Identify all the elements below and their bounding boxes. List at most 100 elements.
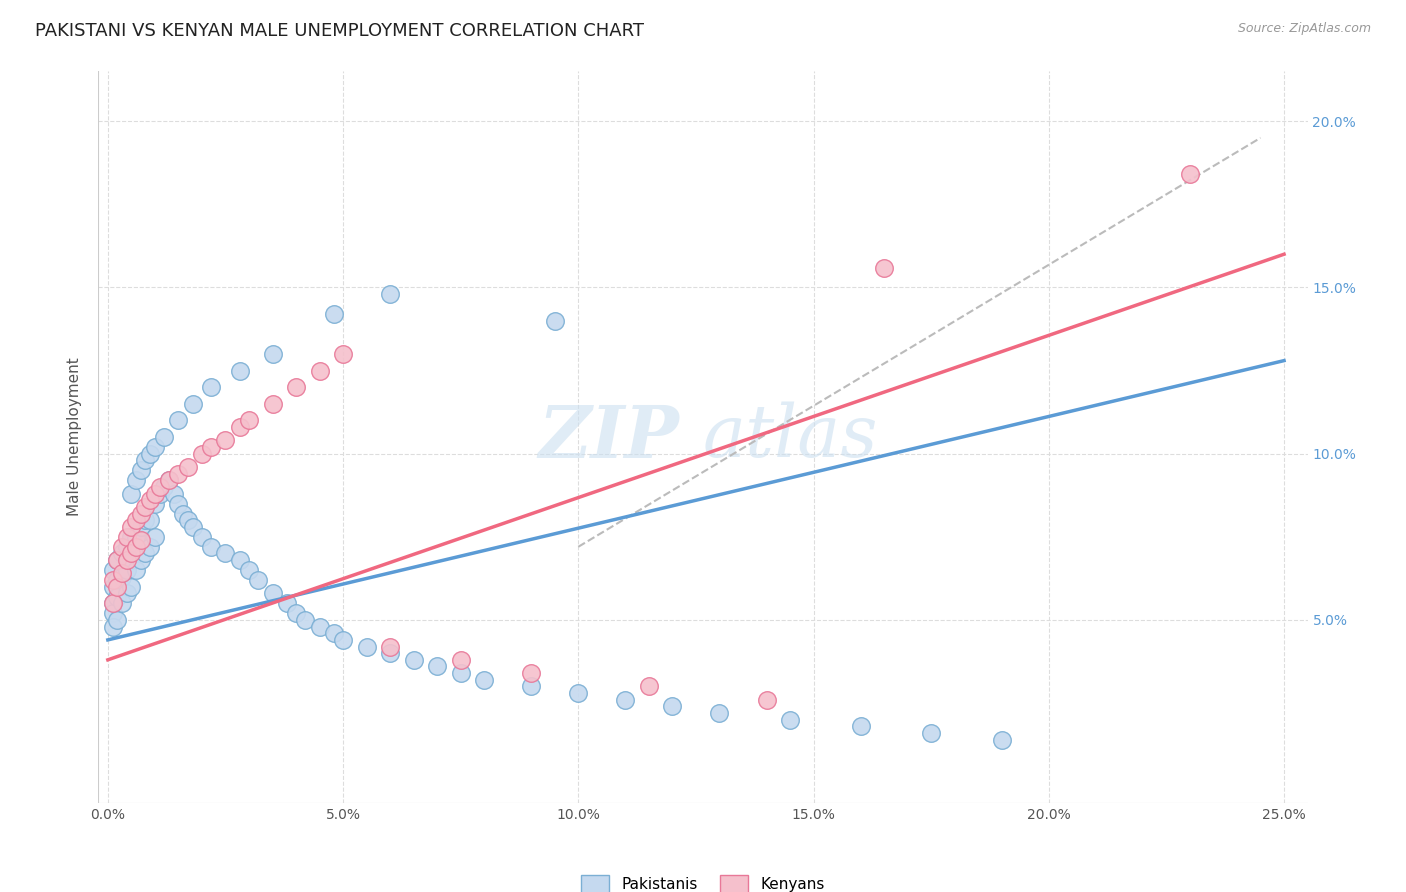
Point <box>661 699 683 714</box>
Point <box>101 607 124 621</box>
Point <box>228 420 250 434</box>
Point <box>308 363 330 377</box>
Point <box>920 726 942 740</box>
Point <box>115 540 138 554</box>
Point <box>111 570 134 584</box>
Point <box>378 646 401 660</box>
Point <box>111 540 134 554</box>
Point <box>111 566 134 581</box>
Point <box>200 380 222 394</box>
Point <box>139 540 162 554</box>
Point <box>520 680 543 694</box>
Point <box>614 692 637 706</box>
Point <box>139 447 162 461</box>
Point <box>139 493 162 508</box>
Point <box>129 533 152 548</box>
Point <box>238 563 260 577</box>
Point <box>378 287 401 301</box>
Point <box>139 513 162 527</box>
Point <box>149 486 172 500</box>
Text: Source: ZipAtlas.com: Source: ZipAtlas.com <box>1237 22 1371 36</box>
Point <box>262 347 284 361</box>
Point <box>181 520 204 534</box>
Point <box>262 397 284 411</box>
Text: PAKISTANI VS KENYAN MALE UNEMPLOYMENT CORRELATION CHART: PAKISTANI VS KENYAN MALE UNEMPLOYMENT CO… <box>35 22 644 40</box>
Point <box>177 460 200 475</box>
Point <box>125 513 148 527</box>
Point <box>153 480 176 494</box>
Point <box>105 590 128 604</box>
Point <box>129 553 152 567</box>
Point <box>120 553 142 567</box>
Point <box>101 619 124 633</box>
Point <box>200 440 222 454</box>
Point <box>214 434 236 448</box>
Point <box>101 573 124 587</box>
Point <box>167 467 190 481</box>
Point <box>228 553 250 567</box>
Point <box>228 363 250 377</box>
Point <box>111 596 134 610</box>
Point <box>285 607 308 621</box>
Point <box>450 666 472 681</box>
Point <box>755 692 778 706</box>
Point <box>567 686 589 700</box>
Text: atlas: atlas <box>703 401 879 473</box>
Point <box>544 314 567 328</box>
Point <box>163 486 186 500</box>
Point <box>153 430 176 444</box>
Point <box>873 260 896 275</box>
Point <box>120 520 142 534</box>
Point <box>167 413 190 427</box>
Point <box>200 540 222 554</box>
Point <box>191 447 214 461</box>
Point <box>105 553 128 567</box>
Point <box>129 507 152 521</box>
Point <box>149 480 172 494</box>
Point <box>308 619 330 633</box>
Point <box>125 563 148 577</box>
Point <box>143 497 166 511</box>
Point <box>105 553 128 567</box>
Point <box>1178 168 1201 182</box>
Point <box>111 546 134 560</box>
Point <box>120 546 142 560</box>
Point <box>638 680 661 694</box>
Point <box>262 586 284 600</box>
Point <box>105 573 128 587</box>
Point <box>157 473 180 487</box>
Point <box>426 659 449 673</box>
Point <box>125 473 148 487</box>
Point <box>990 732 1012 747</box>
Point <box>129 463 152 477</box>
Point <box>332 632 354 647</box>
Point <box>101 596 124 610</box>
Point <box>120 486 142 500</box>
Point <box>332 347 354 361</box>
Legend: Pakistanis, Kenyans: Pakistanis, Kenyans <box>575 869 831 892</box>
Point <box>125 530 148 544</box>
Point <box>105 580 128 594</box>
Point <box>120 530 142 544</box>
Point <box>520 666 543 681</box>
Point <box>294 613 316 627</box>
Point <box>143 440 166 454</box>
Text: ZIP: ZIP <box>538 401 679 473</box>
Point <box>115 553 138 567</box>
Point <box>115 563 138 577</box>
Point <box>125 540 148 554</box>
Point <box>120 580 142 594</box>
Point <box>177 513 200 527</box>
Point <box>779 713 801 727</box>
Point <box>322 626 344 640</box>
Y-axis label: Male Unemployment: Male Unemployment <box>67 358 83 516</box>
Point <box>402 653 425 667</box>
Point <box>191 530 214 544</box>
Point <box>129 520 152 534</box>
Point <box>167 497 190 511</box>
Point <box>472 673 495 687</box>
Point <box>247 573 270 587</box>
Point <box>134 513 156 527</box>
Point <box>115 586 138 600</box>
Point <box>238 413 260 427</box>
